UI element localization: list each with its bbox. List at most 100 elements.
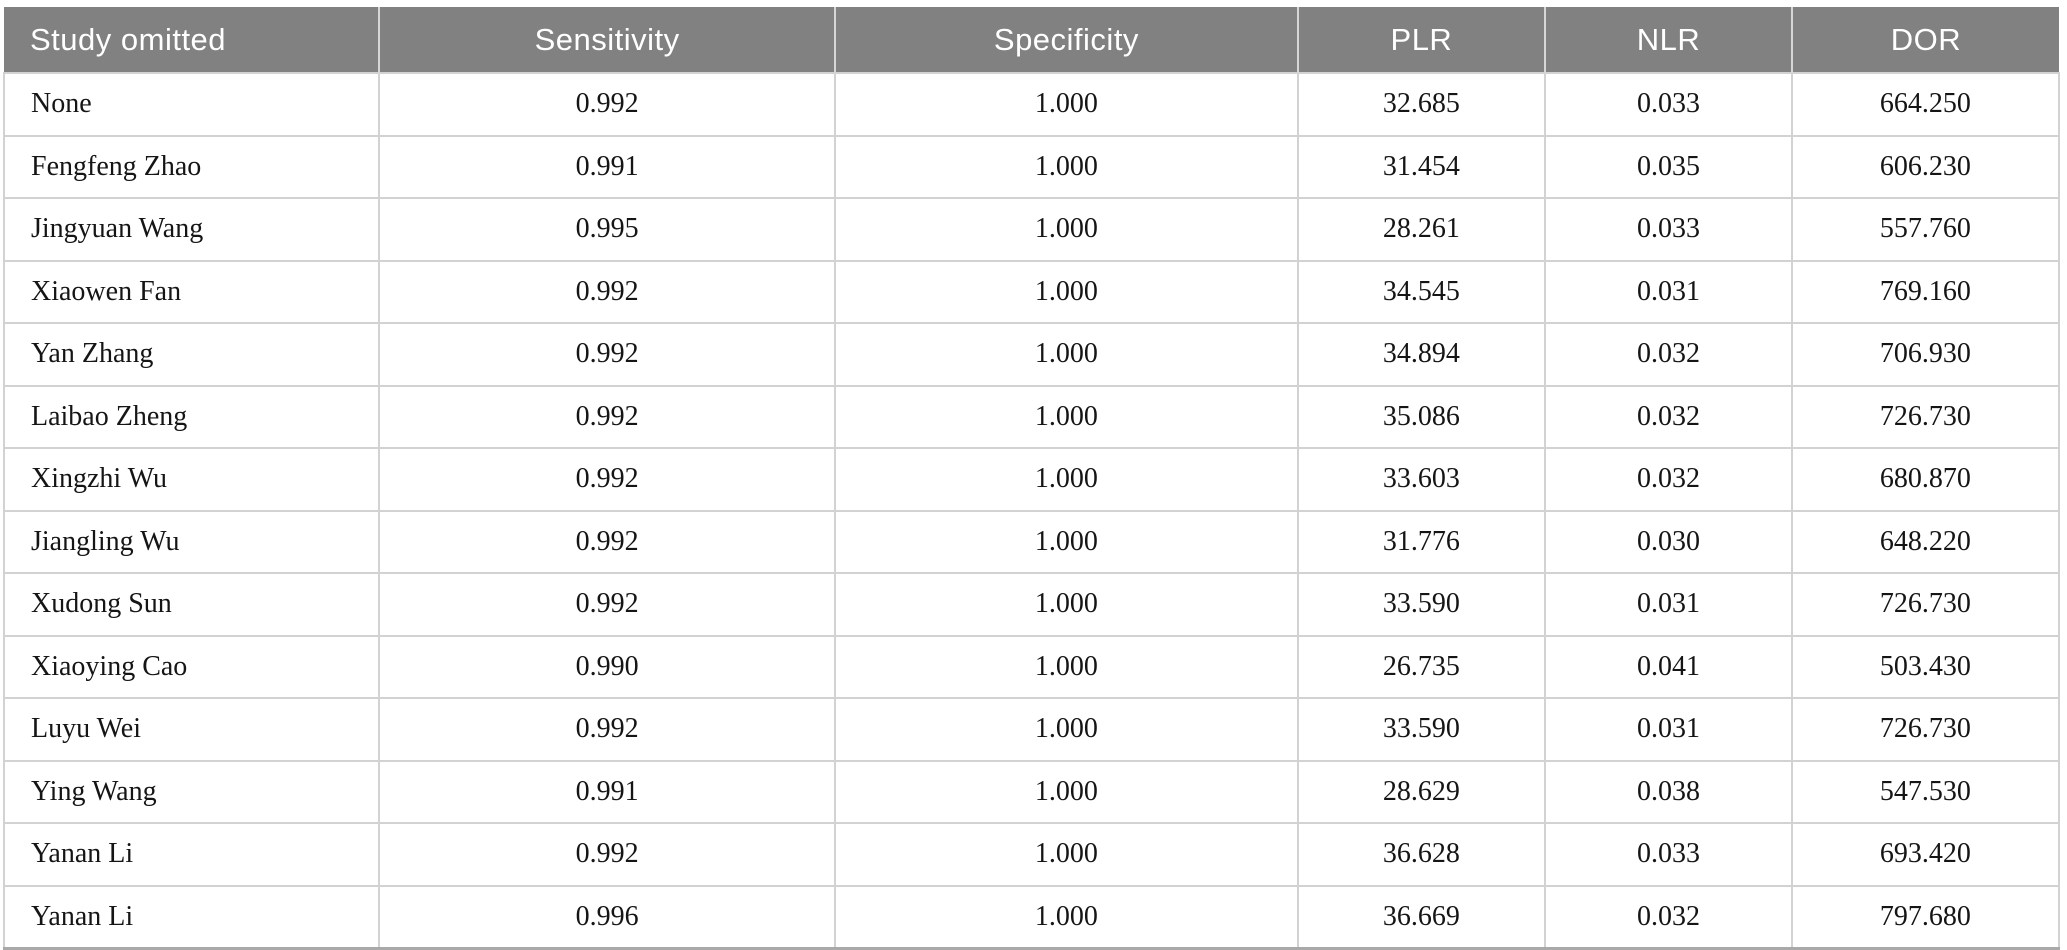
cell-study: Ying Wang — [2, 759, 381, 824]
table-row: Xudong Sun 0.992 1.000 33.590 0.031 726.730 — [2, 572, 2061, 637]
cell-dor: 680.870 — [1790, 447, 2061, 512]
cell-study: None — [2, 72, 381, 137]
sensitivity-analysis-table: Study omitted Sensitivity Specificity PLR NL… — [2, 7, 2061, 950]
cell-spec: 1.000 — [834, 884, 1299, 949]
table-row: Yan Zhang 0.992 1.000 34.894 0.032 706.930 — [2, 322, 2061, 387]
column-header-plr: PLR — [1297, 7, 1547, 73]
cell-sens: 0.991 — [378, 759, 837, 824]
cell-spec: 1.000 — [834, 197, 1299, 262]
table-row: Yanan Li 0.996 1.000 36.669 0.032 797.680 — [2, 884, 2061, 949]
cell-sens: 0.992 — [378, 72, 837, 137]
cell-plr: 34.894 — [1296, 322, 1547, 387]
cell-nlr: 0.031 — [1544, 697, 1793, 762]
cell-plr: 36.669 — [1296, 884, 1547, 949]
cell-spec: 1.000 — [834, 634, 1299, 699]
cell-dor: 726.730 — [1790, 572, 2061, 637]
cell-spec: 1.000 — [834, 509, 1299, 574]
cell-sens: 0.991 — [378, 134, 837, 199]
cell-study: Yanan Li — [2, 822, 381, 887]
column-header-study: Study omitted — [4, 7, 381, 73]
cell-spec: 1.000 — [834, 259, 1299, 324]
cell-nlr: 0.038 — [1544, 759, 1793, 824]
cell-plr: 32.685 — [1296, 72, 1547, 137]
cell-sens: 0.990 — [378, 634, 837, 699]
cell-sens: 0.992 — [378, 322, 837, 387]
cell-nlr: 0.031 — [1544, 259, 1793, 324]
cell-dor: 726.730 — [1790, 697, 2061, 762]
cell-dor: 726.730 — [1790, 384, 2061, 449]
table-row: Ying Wang 0.991 1.000 28.629 0.038 547.530 — [2, 759, 2061, 824]
cell-spec: 1.000 — [834, 384, 1299, 449]
cell-plr: 33.590 — [1296, 572, 1547, 637]
cell-plr: 36.628 — [1296, 822, 1547, 887]
cell-plr: 28.629 — [1296, 759, 1547, 824]
table-row: None 0.992 1.000 32.685 0.033 664.250 — [2, 72, 2061, 137]
cell-plr: 28.261 — [1296, 197, 1547, 262]
cell-plr: 26.735 — [1296, 634, 1547, 699]
table-row: Jingyuan Wang 0.995 1.000 28.261 0.033 557.76… — [2, 197, 2061, 262]
table-row: Laibao Zheng 0.992 1.000 35.086 0.032 726.730 — [2, 384, 2061, 449]
cell-plr: 35.086 — [1296, 384, 1547, 449]
column-header-nlr: NLR — [1545, 7, 1793, 73]
table-row: Xingzhi Wu 0.992 1.000 33.603 0.032 680.870 — [2, 447, 2061, 512]
cell-dor: 797.680 — [1790, 884, 2061, 949]
cell-sens: 0.992 — [378, 822, 837, 887]
cell-spec: 1.000 — [834, 72, 1299, 137]
table-header: Study omitted Sensitivity Specificity PLR NL… — [4, 7, 2059, 73]
cell-study: Xiaoying Cao — [2, 634, 381, 699]
cell-sens: 0.992 — [378, 697, 837, 762]
cell-study: Yan Zhang — [2, 322, 381, 387]
cell-plr: 31.454 — [1296, 134, 1547, 199]
cell-nlr: 0.035 — [1544, 134, 1793, 199]
cell-plr: 33.603 — [1296, 447, 1547, 512]
cell-dor: 606.230 — [1790, 134, 2061, 199]
cell-dor: 769.160 — [1790, 259, 2061, 324]
cell-study: Xudong Sun — [2, 572, 381, 637]
cell-dor: 664.250 — [1790, 72, 2061, 137]
cell-dor: 503.430 — [1790, 634, 2061, 699]
cell-sens: 0.992 — [378, 384, 837, 449]
cell-study: Fengfeng Zhao — [2, 134, 381, 199]
cell-study: Xiaowen Fan — [2, 259, 381, 324]
cell-dor: 547.530 — [1790, 759, 2061, 824]
cell-plr: 31.776 — [1296, 509, 1547, 574]
cell-sens: 0.992 — [378, 572, 837, 637]
cell-spec: 1.000 — [834, 572, 1299, 637]
cell-spec: 1.000 — [834, 134, 1299, 199]
cell-sens: 0.992 — [378, 259, 837, 324]
header-row: Study omitted Sensitivity Specificity PLR NL… — [4, 7, 2059, 73]
cell-sens: 0.992 — [378, 447, 837, 512]
cell-sens: 0.996 — [378, 884, 837, 949]
column-header-spec: Specificity — [835, 7, 1299, 73]
cell-nlr: 0.033 — [1544, 822, 1793, 887]
cell-study: Xingzhi Wu — [2, 447, 381, 512]
cell-nlr: 0.030 — [1544, 509, 1793, 574]
table-row: Fengfeng Zhao 0.991 1.000 31.454 0.035 606.23… — [2, 134, 2061, 199]
table-row: Jiangling Wu 0.992 1.000 31.776 0.030 648.220 — [2, 509, 2061, 574]
cell-nlr: 0.033 — [1544, 72, 1793, 137]
cell-study: Luyu Wei — [2, 697, 381, 762]
cell-dor: 557.760 — [1790, 197, 2061, 262]
column-header-dor: DOR — [1791, 7, 2059, 73]
cell-sens: 0.992 — [378, 509, 837, 574]
cell-nlr: 0.033 — [1544, 197, 1793, 262]
cell-nlr: 0.041 — [1544, 634, 1793, 699]
cell-study: Laibao Zheng — [2, 384, 381, 449]
table-row: Xiaoying Cao 0.990 1.000 26.735 0.041 503.430 — [2, 634, 2061, 699]
cell-dor: 706.930 — [1790, 322, 2061, 387]
cell-spec: 1.000 — [834, 822, 1299, 887]
cell-plr: 34.545 — [1296, 259, 1547, 324]
cell-spec: 1.000 — [834, 697, 1299, 762]
cell-study: Yanan Li — [2, 884, 381, 949]
cell-study: Jiangling Wu — [2, 509, 381, 574]
cell-dor: 693.420 — [1790, 822, 2061, 887]
cell-plr: 33.590 — [1296, 697, 1547, 762]
cell-nlr: 0.032 — [1544, 447, 1793, 512]
table-row: Yanan Li 0.992 1.000 36.628 0.033 693.420 — [2, 822, 2061, 887]
cell-nlr: 0.031 — [1544, 572, 1793, 637]
sensitivity-analysis-table-wrapper: Study omitted Sensitivity Specificity PLR NL… — [2, 7, 2061, 950]
cell-spec: 1.000 — [834, 759, 1299, 824]
cell-dor: 648.220 — [1790, 509, 2061, 574]
table-row: Luyu Wei 0.992 1.000 33.590 0.031 726.730 — [2, 697, 2061, 762]
table-body: None 0.992 1.000 32.685 0.033 664.250 Fengfeng… — [2, 72, 2061, 949]
